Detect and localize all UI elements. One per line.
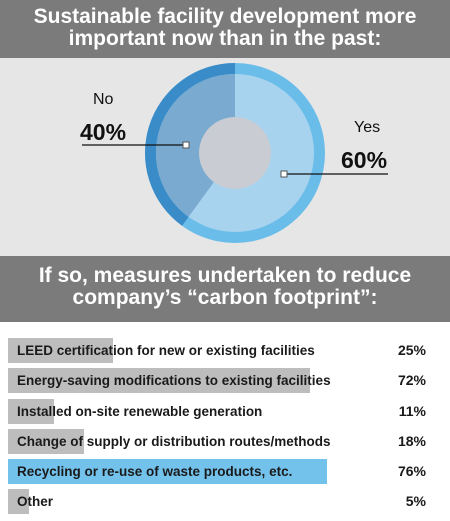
bar-category-label: LEED certification for new or existing f… (17, 343, 315, 358)
bar-category-label: Recycling or re-use of waste products, e… (17, 464, 293, 479)
bar-row: Other 5% (0, 489, 450, 514)
bar (8, 338, 113, 363)
yes-value: 60% (341, 147, 388, 173)
leader-marker-no (182, 141, 190, 149)
bar-value-label: 5% (405, 493, 426, 509)
bar-row: Recycling or re-use of waste products, e… (0, 459, 450, 484)
bar-value-label: 72% (397, 372, 426, 388)
bar-category-label: Energy-saving modifications to existing … (17, 373, 331, 388)
bar (8, 429, 84, 454)
bar (8, 459, 327, 484)
donut-hole (199, 117, 271, 189)
bar-row: Installed on-site renewable generation 11… (0, 399, 450, 424)
no-label: No (93, 91, 114, 108)
bar-row: LEED certification for new or existing f… (0, 338, 450, 363)
yes-label: Yes (354, 119, 381, 136)
bar-category-label: Installed on-site renewable generation (17, 404, 263, 419)
donut-chart (82, 63, 388, 243)
bar-title: If so, measures undertaken to reduce com… (0, 256, 450, 322)
bar (8, 368, 310, 393)
bar (8, 399, 54, 424)
bar (8, 489, 29, 514)
bar-row: Change of supply or distribution routes/… (0, 429, 450, 454)
bar-value-label: 25% (397, 342, 426, 358)
bar-category-label: Other (17, 494, 54, 509)
bar-value-label: 76% (397, 463, 426, 479)
measures-bar-chart: LEED certification for new or existing f… (0, 322, 450, 521)
leader-marker-yes (280, 170, 288, 178)
pie-panel: No 40% Yes 60% (0, 58, 450, 256)
pie-title: Sustainable facility development more im… (0, 0, 450, 58)
bar-value-label: 18% (397, 433, 426, 449)
bar-row: Energy-saving modifications to existing … (0, 368, 450, 393)
bar-category-label: Change of supply or distribution routes/… (17, 434, 331, 449)
bar-value-label: 11% (398, 403, 426, 419)
no-value: 40% (80, 119, 127, 145)
donut-inner-no (155, 74, 235, 217)
